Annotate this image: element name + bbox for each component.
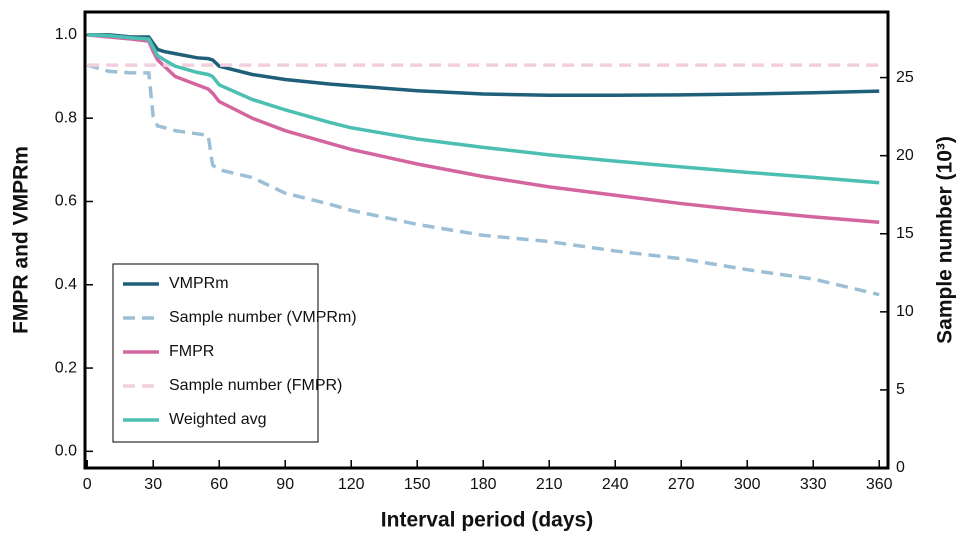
y-tick-label: 0.0 — [55, 443, 77, 460]
x-tick-label: 330 — [800, 476, 827, 493]
legend-label: Weighted avg — [169, 411, 267, 428]
x-tick-label: 210 — [536, 476, 563, 493]
x-axis-label: Interval period (days) — [381, 509, 593, 532]
y2-tick-label: 20 — [896, 147, 914, 164]
x-tick-label: 360 — [866, 476, 893, 493]
y-axis-label: FMPR and VMPRm — [10, 146, 33, 334]
x-tick-label: 240 — [602, 476, 629, 493]
y2-tick-label: 15 — [896, 225, 914, 242]
x-tick-label: 60 — [210, 476, 228, 493]
series-line — [87, 33, 880, 185]
y-tick-label: 0.2 — [55, 359, 77, 376]
y2-tick-label: 10 — [896, 303, 914, 320]
y2-axis-label: Sample number (10³) — [934, 136, 957, 344]
series-line — [86, 63, 880, 297]
x-tick-label: 90 — [276, 476, 294, 493]
legend-label: Sample number (VMPRm) — [169, 309, 357, 326]
series-line — [87, 33, 880, 225]
plot-frame — [83, 10, 890, 470]
y-tick-label: 1.0 — [55, 26, 77, 43]
y2-tick-label: 5 — [896, 381, 905, 398]
y-tick-label: 0.8 — [55, 109, 77, 126]
x-tick-label: 30 — [144, 476, 162, 493]
legend-label: Sample number (FMPR) — [169, 377, 342, 394]
x-tick-label: 270 — [668, 476, 695, 493]
y2-tick-label: 0 — [896, 459, 905, 476]
x-tick-label: 300 — [734, 476, 761, 493]
series-line — [87, 33, 880, 98]
x-tick-label: 120 — [338, 476, 365, 493]
legend-label: FMPR — [169, 343, 214, 360]
x-tick-label: 0 — [83, 476, 92, 493]
x-tick-label: 150 — [404, 476, 431, 493]
y2-tick-label: 25 — [896, 69, 914, 86]
legend-label: VMPRm — [169, 275, 229, 292]
y-tick-label: 0.6 — [55, 193, 77, 210]
x-tick-label: 180 — [470, 476, 497, 493]
y-tick-label: 0.4 — [55, 276, 77, 293]
